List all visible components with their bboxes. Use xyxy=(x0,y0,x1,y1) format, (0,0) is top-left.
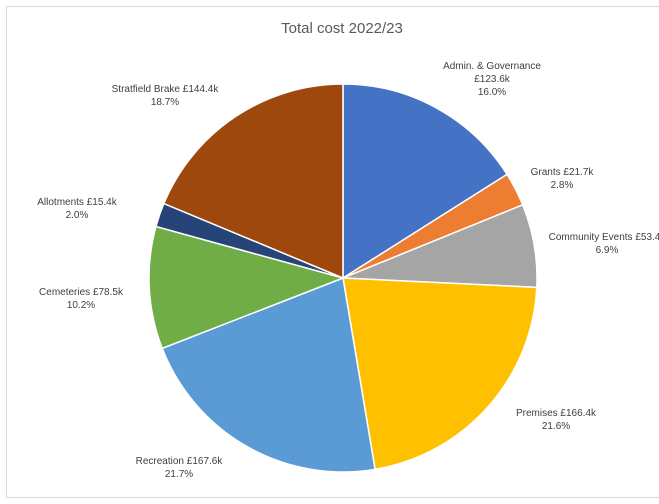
pie-slice-stratfield-brake xyxy=(162,83,344,280)
data-label-percent: 21.6% xyxy=(542,421,570,432)
data-labels: Admin. & Governance £123.6k 16.0% Grants £2… xyxy=(37,61,659,480)
chart-area: Total cost 2022/23 Admin. & Governance £1… xyxy=(6,6,659,498)
data-label-percent: 6.9% xyxy=(596,245,619,256)
pie-slices xyxy=(148,83,538,473)
data-label-percent: 21.7% xyxy=(165,469,193,480)
pie-slice-admin-governance xyxy=(342,83,509,280)
data-label-category-value: Grants £21.7k xyxy=(531,167,595,178)
data-label-percent: 2.8% xyxy=(551,180,574,191)
data-label-percent: 10.2% xyxy=(67,300,95,311)
data-label-grants: Grants £21.7k 2.8% xyxy=(531,167,595,191)
data-label-category-value: Stratfield Brake £144.4k xyxy=(112,84,220,95)
pie-slice-recreation xyxy=(161,276,376,473)
data-label-recreation: Recreation £167.6k 21.7% xyxy=(136,456,224,480)
data-label-allotments: Allotments £15.4k 2.0% xyxy=(37,197,117,221)
data-label-category-value: Recreation £167.6k xyxy=(136,456,224,467)
pie-slice-cemeteries xyxy=(148,225,346,350)
data-label-cemeteries: Cemeteries £78.5k 10.2% xyxy=(39,287,124,311)
data-label-category-value: Premises £166.4k xyxy=(516,408,597,419)
pie-chart: Total cost 2022/23 Admin. & Governance £1… xyxy=(37,20,659,480)
data-label-category-value: Allotments £15.4k xyxy=(37,197,117,208)
data-label-category: Admin. & Governance xyxy=(443,61,541,72)
data-label-admin-governance: Admin. & Governance £123.6k 16.0% xyxy=(443,61,541,98)
data-label-stratfield-brake: Stratfield Brake £144.4k 18.7% xyxy=(112,84,220,108)
data-label-percent: 16.0% xyxy=(478,87,506,98)
data-label-category-value: Cemeteries £78.5k xyxy=(39,287,124,298)
data-label-community-events: Community Events £53.4k 6.9% xyxy=(549,232,659,256)
data-label-value: £123.6k xyxy=(474,74,511,85)
data-label-premises: Premises £166.4k 21.6% xyxy=(516,408,597,432)
data-label-percent: 18.7% xyxy=(151,97,179,108)
chart-title: Total cost 2022/23 xyxy=(281,20,403,37)
data-label-category-value: Community Events £53.4k xyxy=(549,232,659,243)
pie-slice-premises xyxy=(342,277,538,471)
data-label-percent: 2.0% xyxy=(66,210,89,221)
